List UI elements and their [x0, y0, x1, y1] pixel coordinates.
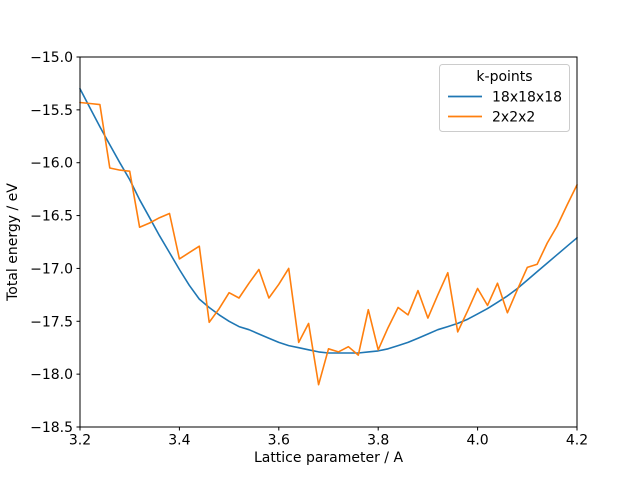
series-line-2x2x2 — [79, 101, 578, 386]
x-tick-label: 3.4 — [168, 433, 190, 449]
legend-frame — [439, 64, 570, 132]
x-tick-label: 4.2 — [566, 433, 588, 449]
x-axis-label: Lattice parameter / A — [254, 450, 404, 466]
y-tick-label: −15.5 — [30, 103, 73, 119]
y-tick-label: −17.5 — [30, 314, 73, 330]
y-tick-label: −16.0 — [30, 156, 73, 172]
y-tick-label: −15.0 — [30, 50, 73, 66]
legend-title: k-points — [476, 69, 532, 85]
x-tick-label: 4.0 — [466, 433, 488, 449]
axes-frame — [79, 56, 578, 428]
series-line-18x18x18 — [79, 87, 578, 354]
y-tick-label: −18.5 — [30, 420, 73, 436]
y-tick-label: −16.5 — [30, 209, 73, 225]
x-tick-label: 3.6 — [268, 433, 290, 449]
data-series — [79, 87, 578, 386]
y-axis-label: Total energy / eV — [5, 183, 21, 302]
x-tick-label: 3.2 — [69, 433, 91, 449]
y-tick-label: −18.0 — [30, 367, 73, 383]
y-tick-label: −17.0 — [30, 261, 73, 277]
legend-label-18x18x18: 18x18x18 — [492, 90, 562, 106]
x-tick-label: 3.8 — [367, 433, 389, 449]
axis-ticks: 3.2 3.4 3.6 3.8 4.0 4.2 −15.0 −15.5 −16.0 −16.5 −1… — [30, 50, 588, 449]
legend-label-2x2x2: 2x2x2 — [492, 110, 535, 126]
legend: k-points 18x18x18 2x2x2 — [439, 64, 570, 132]
